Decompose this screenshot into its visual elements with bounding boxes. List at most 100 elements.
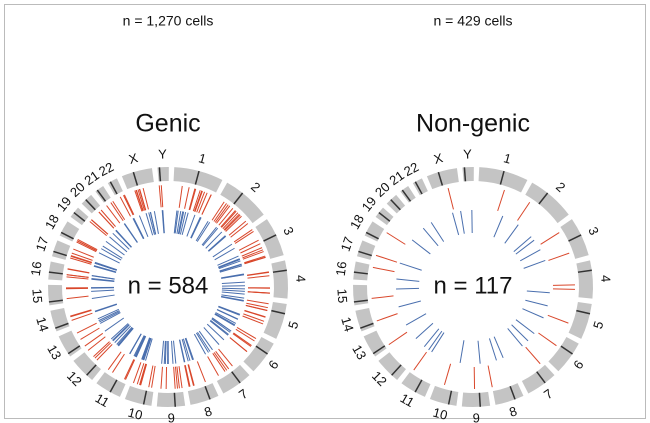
site-tick bbox=[190, 216, 201, 239]
chromosome-band bbox=[357, 240, 376, 260]
chromosome-label: 14 bbox=[338, 315, 357, 333]
site-tick bbox=[221, 295, 244, 301]
site-tick bbox=[186, 214, 196, 237]
chromosome-band bbox=[156, 391, 186, 407]
centromere bbox=[109, 181, 118, 195]
chromosome-band bbox=[263, 302, 287, 339]
site-tick bbox=[179, 211, 187, 235]
chromosome-label: 2 bbox=[553, 179, 568, 195]
site-tick bbox=[525, 346, 541, 365]
site-tick bbox=[413, 351, 427, 371]
site-tick bbox=[171, 340, 174, 364]
chromosome-band bbox=[48, 261, 65, 281]
site-tick bbox=[98, 252, 120, 264]
chromosome-band bbox=[576, 260, 593, 299]
site-tick bbox=[497, 189, 505, 212]
site-tick bbox=[114, 325, 132, 343]
site-tick bbox=[216, 309, 239, 320]
chromosome-band bbox=[525, 182, 569, 224]
site-tick bbox=[66, 295, 89, 300]
site-tick bbox=[70, 309, 92, 317]
site-tick bbox=[97, 308, 120, 320]
site-tick bbox=[71, 312, 93, 321]
site-tick bbox=[161, 340, 165, 364]
chromosome-label: 7 bbox=[236, 386, 251, 402]
chromosome-label: 17 bbox=[338, 235, 357, 254]
site-tick bbox=[189, 188, 197, 211]
chromosome-label: 15 bbox=[334, 288, 350, 303]
centromere bbox=[132, 171, 139, 186]
site-tick bbox=[411, 239, 431, 255]
chromosome-label: 8 bbox=[507, 403, 518, 419]
site-tick bbox=[87, 336, 106, 351]
site-tick bbox=[217, 255, 239, 266]
centromere bbox=[173, 392, 177, 407]
site-tick bbox=[203, 327, 220, 345]
chromosome-band bbox=[461, 391, 491, 407]
site-tick bbox=[184, 338, 194, 361]
chromosome-label: 6 bbox=[570, 357, 586, 372]
centromere bbox=[390, 199, 401, 211]
site-tick bbox=[242, 315, 264, 325]
site-tick bbox=[118, 328, 134, 347]
site-tick bbox=[181, 212, 189, 236]
site-tick bbox=[375, 254, 398, 263]
site-tick bbox=[238, 239, 259, 251]
site-tick bbox=[145, 338, 153, 361]
chromosome-band bbox=[568, 302, 592, 339]
centromere bbox=[568, 234, 582, 242]
site-tick bbox=[134, 335, 146, 357]
site-tick bbox=[247, 291, 270, 294]
site-tick bbox=[197, 331, 211, 352]
site-tick bbox=[160, 366, 163, 389]
centromere bbox=[204, 386, 211, 400]
site-tick bbox=[178, 211, 185, 235]
site-tick bbox=[221, 291, 245, 295]
site-tick bbox=[460, 210, 465, 234]
centromere bbox=[365, 231, 379, 240]
site-tick bbox=[234, 231, 254, 244]
centromere bbox=[67, 345, 81, 355]
site-tick bbox=[212, 243, 233, 258]
site-tick bbox=[84, 332, 104, 347]
cells-count: n = 429 cells bbox=[434, 13, 513, 29]
site-tick bbox=[148, 212, 155, 235]
centromere bbox=[60, 231, 74, 240]
site-tick bbox=[240, 243, 261, 254]
chromosome-band bbox=[58, 330, 82, 357]
site-tick bbox=[216, 205, 231, 224]
site-tick bbox=[515, 319, 535, 335]
chromosome-band bbox=[220, 182, 264, 224]
site-tick bbox=[242, 249, 264, 259]
site-tick bbox=[70, 309, 92, 318]
centromere bbox=[231, 371, 241, 384]
center-count: n = 117 bbox=[434, 272, 513, 299]
site-tick bbox=[109, 236, 128, 253]
site-tick bbox=[184, 365, 190, 387]
site-tick bbox=[215, 350, 230, 370]
site-tick bbox=[244, 255, 266, 264]
centromere bbox=[48, 299, 63, 303]
site-tick bbox=[552, 288, 575, 290]
site-tick bbox=[223, 213, 240, 231]
site-tick bbox=[116, 326, 133, 345]
site-tick bbox=[548, 252, 570, 261]
site-tick bbox=[142, 337, 152, 361]
centromere bbox=[109, 379, 118, 393]
site-tick bbox=[91, 289, 115, 292]
site-tick bbox=[99, 312, 121, 324]
chromosome-label: 3 bbox=[280, 224, 297, 237]
site-tick bbox=[488, 338, 497, 361]
site-tick bbox=[138, 215, 149, 238]
chromosome-label: 19 bbox=[359, 194, 380, 215]
site-tick bbox=[202, 227, 219, 247]
centromere bbox=[378, 211, 391, 222]
site-tick bbox=[124, 359, 135, 380]
site-tick bbox=[184, 187, 190, 209]
site-tick bbox=[487, 365, 493, 388]
site-tick bbox=[195, 332, 209, 353]
site-tick bbox=[94, 303, 117, 312]
site-tick bbox=[247, 271, 269, 276]
site-tick bbox=[213, 352, 228, 371]
site-tick bbox=[107, 351, 122, 370]
